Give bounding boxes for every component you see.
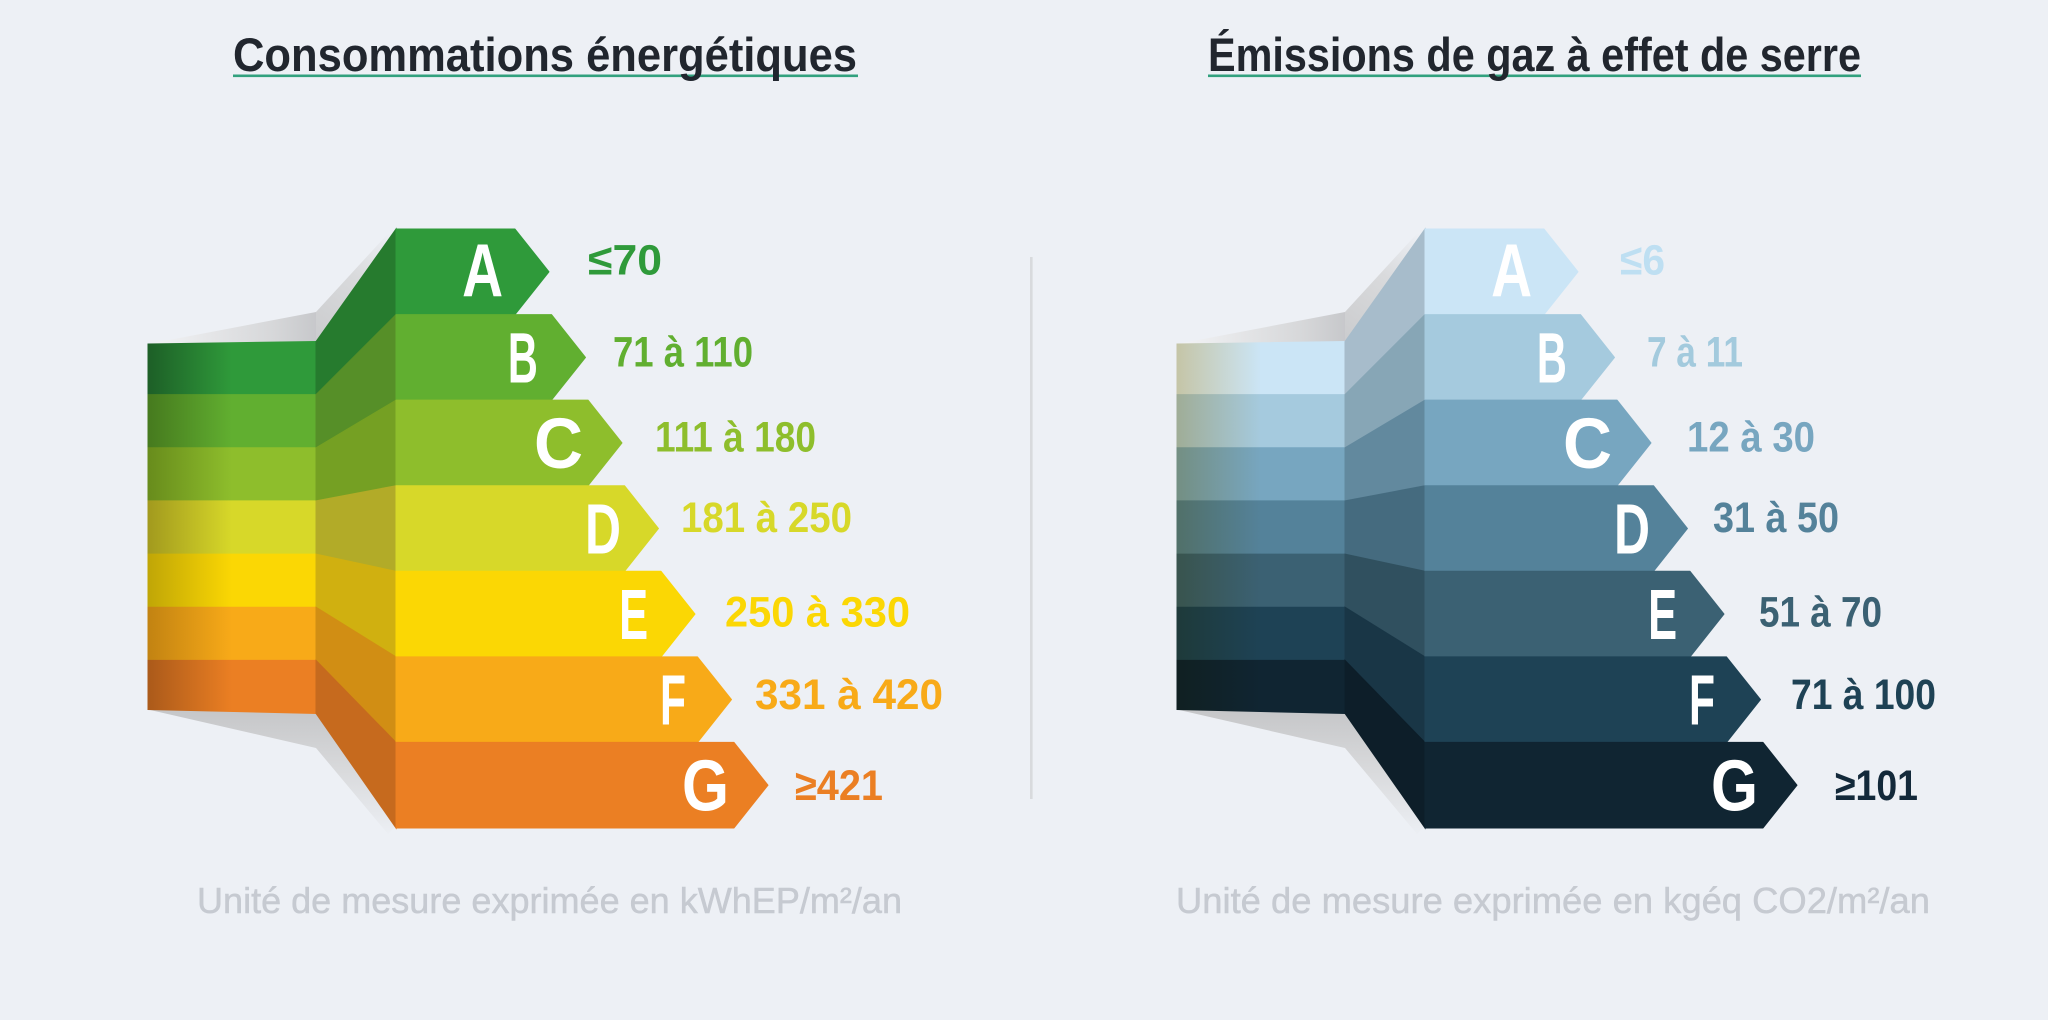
svg-text:A: A: [462, 228, 503, 312]
svg-text:G: G: [682, 746, 729, 826]
svg-text:Émissions de gaz à effet de se: Émissions de gaz à effet de serre: [1208, 28, 1861, 81]
svg-text:Unité de mesure exprimée en kg: Unité de mesure exprimée en kgéq CO2/m²/…: [1176, 880, 1930, 921]
svg-text:Unité de mesure exprimée en kW: Unité de mesure exprimée en kWhEP/m²/an: [197, 880, 902, 921]
svg-text:E: E: [619, 576, 648, 655]
svg-text:D: D: [1614, 490, 1650, 569]
svg-text:C: C: [534, 405, 583, 484]
svg-text:≥101: ≥101: [1835, 762, 1918, 810]
svg-text:E: E: [1648, 576, 1677, 655]
svg-text:≥421: ≥421: [795, 762, 883, 810]
svg-text:≤70: ≤70: [588, 237, 662, 285]
svg-text:250 à 330: 250 à 330: [725, 589, 910, 637]
svg-text:331 à 420: 331 à 420: [755, 671, 943, 719]
svg-text:12 à 30: 12 à 30: [1687, 414, 1815, 462]
svg-text:B: B: [508, 319, 538, 398]
svg-text:C: C: [1563, 405, 1612, 484]
svg-text:A: A: [1491, 228, 1532, 312]
svg-text:B: B: [1537, 319, 1567, 398]
svg-text:G: G: [1711, 746, 1758, 826]
svg-text:31 à 50: 31 à 50: [1713, 494, 1839, 542]
svg-text:≤6: ≤6: [1620, 237, 1665, 285]
svg-text:7 à 11: 7 à 11: [1647, 328, 1743, 376]
svg-text:51 à 70: 51 à 70: [1759, 589, 1882, 637]
svg-text:111 à 180: 111 à 180: [655, 414, 816, 462]
svg-text:F: F: [660, 662, 686, 741]
svg-text:71 à 110: 71 à 110: [613, 328, 753, 376]
svg-text:Consommations énergétiques: Consommations énergétiques: [233, 28, 857, 81]
svg-text:71 à 100: 71 à 100: [1791, 671, 1936, 719]
svg-text:D: D: [585, 490, 621, 569]
svg-text:181 à 250: 181 à 250: [681, 494, 852, 542]
svg-text:F: F: [1689, 662, 1715, 741]
